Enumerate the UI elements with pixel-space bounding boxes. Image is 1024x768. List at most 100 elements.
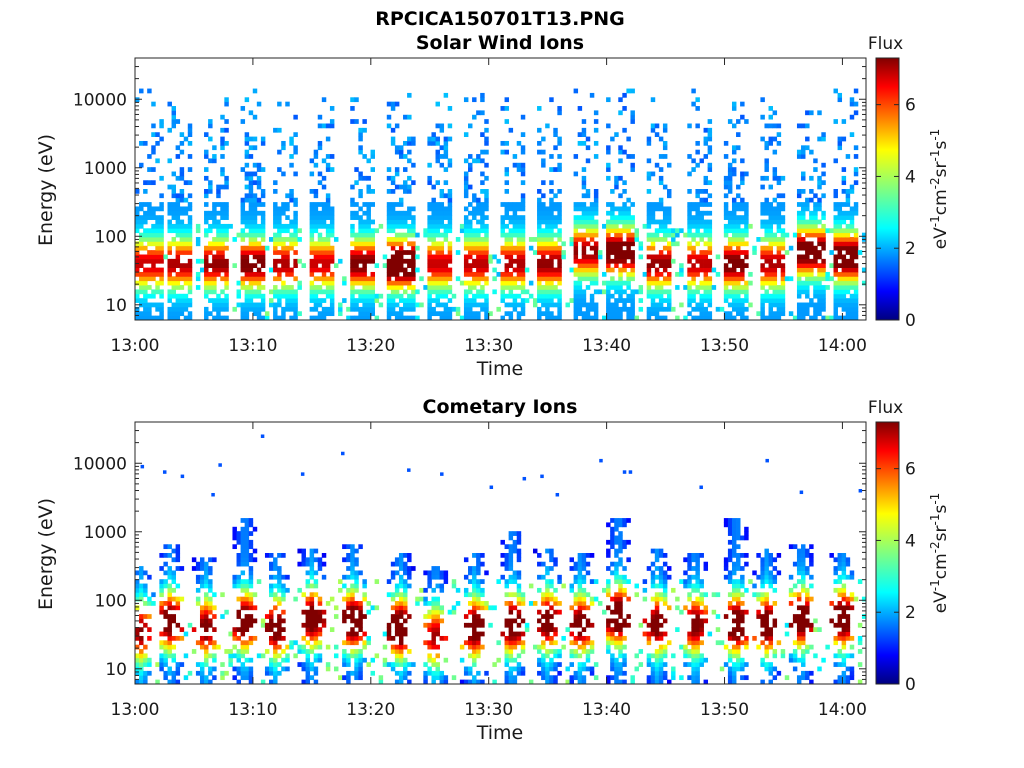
heatmap-cell: [516, 293, 522, 299]
heatmap-cell: [573, 223, 579, 229]
heatmap-cell: [727, 245, 733, 251]
heatmap-cell: [528, 245, 534, 251]
heatmap-cell: [516, 250, 522, 255]
heatmap-cell: [427, 640, 432, 646]
heatmap-cell: [171, 311, 177, 317]
heatmap-cell: [443, 180, 449, 186]
heatmap-cell: [675, 285, 680, 290]
heatmap-cell: [589, 579, 595, 584]
heatmap-cell: [585, 666, 591, 672]
heatmap-cell: [187, 302, 193, 308]
heatmap-cell: [394, 293, 400, 299]
heatmap-cell: [504, 553, 510, 558]
heatmap-cell: [232, 579, 237, 584]
heatmap-cell: [658, 206, 664, 212]
heatmap-cell: [435, 149, 440, 155]
heatmap-cell: [313, 618, 319, 624]
heatmap-cell: [366, 223, 371, 229]
heatmap-cell: [476, 158, 481, 164]
x-tick-label: 13:20: [346, 336, 395, 356]
heatmap-cell: [508, 228, 514, 234]
heatmap-cell: [463, 132, 469, 137]
heatmap-cell: [541, 245, 546, 251]
heatmap-cell: [350, 289, 355, 295]
heatmap-cell: [256, 197, 262, 203]
heatmap-cell: [508, 544, 514, 550]
heatmap-cell: [796, 154, 802, 159]
heatmap-cell: [248, 210, 254, 216]
heatmap-cell: [163, 544, 168, 550]
heatmap-cell: [597, 601, 603, 606]
heatmap-cell: [398, 293, 404, 299]
heatmap-cell: [581, 223, 587, 229]
heatmap-cell: [541, 601, 546, 606]
heatmap-cell: [581, 267, 587, 273]
heatmap-cell: [618, 149, 623, 155]
heatmap-cell: [439, 162, 445, 168]
heatmap-cell: [549, 649, 554, 654]
heatmap-cell: [147, 267, 152, 273]
heatmap-cell: [480, 215, 485, 220]
heatmap-cell: [415, 596, 420, 602]
heatmap-cell: [691, 298, 696, 303]
heatmap-cell: [147, 237, 152, 242]
heatmap-cell: [439, 258, 445, 264]
heatmap-cell: [545, 298, 550, 303]
heatmap-cell: [248, 145, 254, 151]
heatmap-cell: [772, 210, 778, 216]
heatmap-cell: [289, 306, 294, 312]
heatmap-cell: [447, 106, 453, 111]
heatmap-cell: [833, 219, 838, 225]
heatmap-cell: [650, 245, 656, 251]
heatmap-cell: [256, 167, 262, 172]
heatmap-cell: [731, 101, 737, 107]
heatmap-cell: [236, 614, 241, 619]
heatmap-cell: [463, 574, 469, 580]
heatmap-cell: [403, 553, 408, 558]
heatmap-cell: [398, 197, 404, 203]
heatmap-cell: [309, 675, 315, 681]
heatmap-cell: [553, 132, 558, 137]
heatmap-cell: [285, 306, 290, 312]
heatmap-cell: [135, 605, 140, 611]
heatmap-cell: [411, 271, 416, 277]
heatmap-cell: [472, 193, 477, 199]
heatmap-cell: [171, 679, 177, 685]
heatmap-cell: [508, 601, 514, 606]
heatmap-cell: [549, 280, 554, 286]
heatmap-cell: [269, 566, 274, 571]
heatmap-cell: [760, 302, 765, 308]
heatmap-cell: [731, 145, 737, 151]
heatmap-cell: [199, 679, 205, 685]
heatmap-cell: [171, 258, 177, 264]
heatmap-cell: [817, 250, 822, 255]
heatmap-cell: [606, 263, 611, 268]
heatmap-cell: [204, 592, 209, 598]
heatmap-cell: [390, 215, 396, 220]
heatmap-cell: [204, 622, 209, 628]
heatmap-cell: [208, 119, 213, 124]
heatmap-cell: [516, 162, 522, 168]
heatmap-cell: [504, 250, 510, 255]
heatmap-cell: [366, 232, 371, 238]
heatmap-cell: [476, 618, 481, 624]
heatmap-cell: [614, 232, 619, 238]
heatmap-cell: [545, 285, 550, 290]
heatmap-cell: [809, 245, 814, 251]
heatmap-cell: [658, 136, 664, 142]
heatmap-cell: [512, 644, 518, 650]
heatmap-cell: [325, 306, 331, 312]
heatmap-cell: [325, 245, 331, 251]
heatmap-cell: [240, 285, 246, 290]
heatmap-cell: [398, 583, 404, 589]
heatmap-cell: [508, 263, 514, 268]
heatmap-cell: [386, 175, 392, 181]
heatmap-cell: [309, 158, 315, 164]
heatmap-cell: [512, 679, 518, 685]
heatmap-cell: [736, 311, 741, 317]
heatmap-cell: [768, 136, 773, 142]
heatmap-cell: [289, 644, 294, 650]
heatmap-cell: [431, 596, 436, 602]
heatmap-cell: [504, 215, 510, 220]
heatmap-cell: [667, 228, 672, 234]
